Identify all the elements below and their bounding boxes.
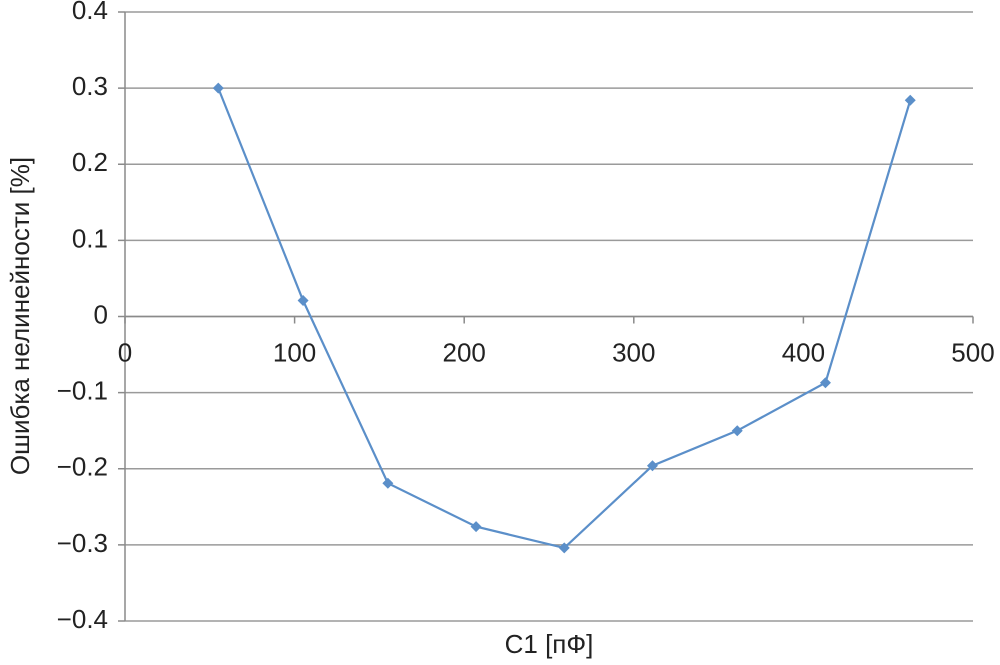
y-tick-label: 0.2 [72, 147, 108, 177]
data-point [819, 377, 831, 389]
y-tick-label: −0.1 [57, 376, 108, 406]
x-axis-label: C1 [пФ] [505, 629, 594, 659]
y-tick-label: 0.1 [72, 223, 108, 253]
y-axis-label: Ошибка нелинейности [%] [5, 157, 35, 475]
data-point [382, 477, 394, 489]
data-point [297, 295, 309, 307]
x-tick-label: 100 [273, 337, 316, 367]
x-tick-label: 0 [118, 337, 132, 367]
x-tick-label: 400 [782, 337, 825, 367]
y-tick-label: −0.2 [57, 452, 108, 482]
data-point [558, 542, 570, 554]
data-point [212, 82, 224, 94]
data-point [904, 94, 916, 106]
y-tick-label: −0.4 [57, 604, 108, 634]
y-tick-label: 0.3 [72, 71, 108, 101]
x-tick-label: 300 [612, 337, 655, 367]
data-point [731, 425, 743, 437]
data-point [470, 521, 482, 533]
y-tick-label: 0.4 [72, 0, 108, 25]
y-tick-label: −0.3 [57, 528, 108, 558]
x-tick-label: 200 [443, 337, 486, 367]
y-tick-label: 0 [94, 299, 108, 329]
data-line [217, 87, 912, 550]
data-point [646, 460, 658, 472]
x-tick-label: 500 [951, 337, 994, 367]
